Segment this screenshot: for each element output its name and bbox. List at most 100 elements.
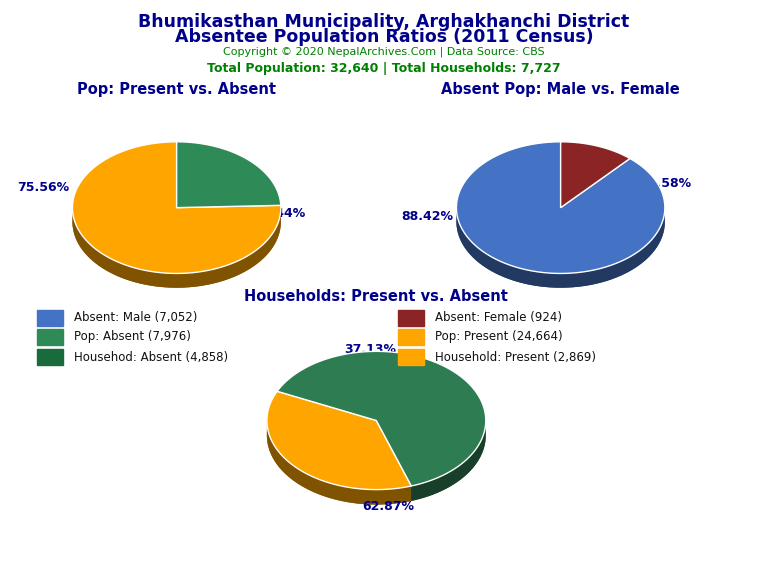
Bar	[38, 349, 63, 365]
Polygon shape	[461, 226, 462, 244]
Polygon shape	[243, 256, 247, 272]
Polygon shape	[381, 490, 383, 505]
Polygon shape	[649, 240, 652, 257]
Polygon shape	[631, 254, 634, 271]
Polygon shape	[515, 267, 521, 283]
Polygon shape	[90, 244, 93, 261]
Polygon shape	[567, 273, 572, 287]
Polygon shape	[466, 457, 468, 475]
Polygon shape	[549, 273, 555, 287]
Polygon shape	[260, 244, 263, 261]
Polygon shape	[96, 249, 99, 266]
Polygon shape	[305, 473, 307, 489]
Polygon shape	[122, 264, 126, 279]
Polygon shape	[78, 230, 81, 247]
Polygon shape	[277, 221, 279, 238]
Polygon shape	[338, 485, 340, 501]
Polygon shape	[465, 233, 467, 251]
Polygon shape	[561, 142, 630, 207]
Polygon shape	[93, 247, 96, 263]
Text: Pop: Present (24,664): Pop: Present (24,664)	[435, 331, 562, 343]
Polygon shape	[209, 269, 214, 285]
Polygon shape	[114, 260, 118, 276]
Polygon shape	[247, 254, 250, 270]
Polygon shape	[240, 258, 243, 274]
Polygon shape	[358, 488, 360, 504]
Polygon shape	[458, 219, 459, 237]
Polygon shape	[501, 262, 505, 278]
Polygon shape	[468, 455, 471, 472]
Polygon shape	[412, 485, 415, 501]
Polygon shape	[495, 259, 501, 275]
Polygon shape	[194, 272, 199, 287]
Polygon shape	[423, 482, 427, 498]
Polygon shape	[616, 262, 621, 278]
Polygon shape	[415, 484, 419, 500]
Polygon shape	[169, 273, 174, 287]
Polygon shape	[199, 271, 204, 286]
Polygon shape	[376, 490, 379, 505]
Polygon shape	[279, 218, 280, 235]
Polygon shape	[455, 467, 458, 483]
Polygon shape	[296, 467, 297, 483]
Polygon shape	[254, 249, 257, 266]
Polygon shape	[346, 487, 348, 502]
Polygon shape	[159, 272, 164, 287]
Polygon shape	[276, 448, 277, 465]
Polygon shape	[595, 268, 601, 284]
Bar	[399, 349, 424, 365]
Polygon shape	[266, 238, 269, 256]
Polygon shape	[326, 482, 329, 498]
Polygon shape	[479, 249, 483, 266]
Polygon shape	[282, 456, 283, 472]
Polygon shape	[184, 273, 189, 287]
Polygon shape	[543, 272, 549, 287]
Text: 11.58%: 11.58%	[640, 177, 692, 190]
Polygon shape	[331, 483, 333, 499]
Polygon shape	[449, 471, 452, 487]
Polygon shape	[379, 490, 381, 505]
Polygon shape	[287, 461, 289, 477]
Polygon shape	[657, 229, 659, 247]
Polygon shape	[561, 156, 630, 222]
Polygon shape	[297, 468, 300, 484]
Bar	[38, 329, 63, 345]
Polygon shape	[81, 233, 82, 250]
Polygon shape	[348, 487, 350, 503]
Polygon shape	[72, 142, 281, 274]
Polygon shape	[311, 476, 313, 492]
Polygon shape	[275, 227, 276, 244]
Polygon shape	[301, 471, 303, 487]
Text: Absent: Female (924): Absent: Female (924)	[435, 312, 561, 324]
Text: Total Population: 32,640 | Total Households: 7,727: Total Population: 32,640 | Total Househo…	[207, 62, 561, 75]
Polygon shape	[356, 488, 358, 503]
Polygon shape	[439, 476, 442, 492]
Polygon shape	[392, 488, 394, 504]
Polygon shape	[458, 464, 461, 482]
Polygon shape	[313, 477, 315, 492]
Polygon shape	[662, 218, 664, 237]
Polygon shape	[102, 254, 106, 270]
Polygon shape	[343, 486, 346, 502]
Polygon shape	[654, 233, 657, 251]
Text: Househod: Absent (4,858): Househod: Absent (4,858)	[74, 351, 227, 363]
Polygon shape	[480, 440, 482, 458]
Polygon shape	[204, 270, 209, 286]
Polygon shape	[467, 236, 469, 254]
Polygon shape	[475, 246, 479, 263]
Polygon shape	[459, 222, 461, 240]
Polygon shape	[333, 484, 336, 499]
Polygon shape	[82, 236, 84, 253]
Polygon shape	[189, 272, 194, 287]
Polygon shape	[584, 271, 590, 286]
Polygon shape	[277, 351, 485, 486]
Polygon shape	[278, 451, 280, 468]
Polygon shape	[445, 472, 449, 489]
Polygon shape	[482, 435, 483, 452]
Polygon shape	[406, 487, 409, 502]
Polygon shape	[646, 242, 649, 260]
Polygon shape	[177, 142, 281, 207]
Polygon shape	[572, 272, 578, 287]
Polygon shape	[227, 264, 231, 279]
Polygon shape	[409, 486, 412, 502]
